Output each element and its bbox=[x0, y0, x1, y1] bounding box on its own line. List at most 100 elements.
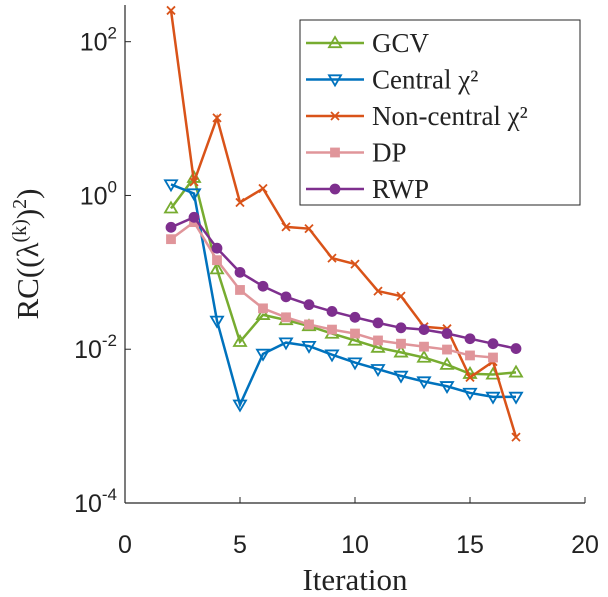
marker bbox=[488, 352, 498, 363]
marker bbox=[330, 147, 340, 158]
legend: GCV Central χ² Non-central χ² DP RWP bbox=[299, 19, 581, 206]
marker bbox=[419, 341, 429, 352]
marker bbox=[281, 312, 291, 323]
x-tick-label: 10 bbox=[341, 531, 369, 559]
marker bbox=[442, 344, 452, 355]
marker bbox=[188, 211, 200, 223]
marker bbox=[211, 242, 223, 254]
marker bbox=[163, 200, 179, 214]
marker bbox=[301, 340, 317, 354]
marker bbox=[349, 311, 361, 323]
marker bbox=[232, 334, 248, 347]
marker bbox=[439, 381, 455, 395]
marker bbox=[258, 303, 268, 314]
marker bbox=[393, 370, 409, 384]
y-tick-exponent: -2 bbox=[102, 331, 117, 350]
x-tick-label: 5 bbox=[233, 531, 247, 559]
marker bbox=[393, 344, 409, 358]
marker bbox=[165, 221, 177, 233]
marker bbox=[462, 387, 478, 401]
marker bbox=[510, 343, 522, 354]
marker bbox=[257, 280, 269, 292]
marker bbox=[350, 259, 360, 269]
legend-label: Non-central χ² bbox=[372, 101, 528, 131]
marker bbox=[441, 328, 453, 339]
marker bbox=[347, 357, 363, 371]
marker bbox=[166, 234, 176, 245]
marker bbox=[212, 113, 222, 123]
y-tick-exponent: 0 bbox=[108, 177, 117, 196]
series-line bbox=[170, 215, 517, 350]
y-label-part: ) bbox=[10, 188, 45, 198]
marker bbox=[327, 74, 343, 88]
marker bbox=[465, 350, 475, 361]
marker bbox=[327, 324, 337, 335]
marker bbox=[350, 328, 360, 339]
y-axis-label: RC((λ(k))2) bbox=[9, 188, 45, 319]
y-tick-base: 10 bbox=[80, 29, 108, 57]
marker bbox=[347, 332, 363, 346]
y-tick-label: 10-4 bbox=[74, 485, 117, 518]
legend-label: Central χ² bbox=[372, 65, 478, 95]
marker bbox=[373, 335, 383, 346]
marker bbox=[212, 255, 222, 266]
x-tick-label: 0 bbox=[118, 531, 132, 559]
y-tick-label: 100 bbox=[80, 177, 117, 210]
y-label-part: RC((λ bbox=[10, 242, 45, 319]
marker bbox=[465, 372, 475, 383]
y-tick-base: 10 bbox=[80, 182, 108, 210]
marker bbox=[278, 337, 294, 351]
marker bbox=[280, 291, 292, 303]
marker bbox=[235, 197, 245, 208]
marker bbox=[255, 307, 271, 320]
marker bbox=[373, 286, 383, 296]
marker bbox=[281, 222, 291, 232]
marker bbox=[186, 188, 202, 202]
marker bbox=[324, 349, 340, 363]
y-label-part: (k) bbox=[9, 219, 31, 242]
y-tick-base: 10 bbox=[74, 336, 102, 364]
marker bbox=[232, 399, 248, 413]
marker bbox=[439, 356, 455, 370]
marker bbox=[464, 333, 476, 345]
marker bbox=[370, 339, 386, 353]
legend-label: DP bbox=[372, 138, 407, 168]
marker bbox=[303, 299, 315, 311]
marker bbox=[418, 324, 430, 336]
marker bbox=[166, 5, 176, 16]
x-tick-label: 20 bbox=[571, 531, 599, 559]
legend-label: GCV bbox=[372, 28, 430, 58]
legend-box bbox=[299, 19, 581, 206]
marker bbox=[304, 319, 314, 330]
marker bbox=[304, 224, 314, 234]
y-tick-base: 10 bbox=[74, 490, 102, 518]
y-label-part: 2 bbox=[9, 199, 31, 209]
marker bbox=[485, 391, 501, 405]
series-line bbox=[170, 183, 516, 409]
marker bbox=[258, 183, 268, 194]
marker bbox=[396, 291, 406, 301]
marker bbox=[416, 349, 432, 363]
marker bbox=[163, 179, 179, 193]
marker bbox=[372, 317, 384, 329]
y-tick-label: 102 bbox=[80, 24, 117, 57]
marker bbox=[416, 376, 432, 390]
series-line bbox=[170, 174, 517, 376]
marker bbox=[235, 285, 245, 295]
marker bbox=[508, 391, 524, 405]
marker bbox=[255, 348, 271, 362]
x-axis-label: Iteration bbox=[302, 562, 408, 597]
y-tick-exponent: -4 bbox=[102, 485, 117, 504]
marker bbox=[511, 432, 521, 442]
legend-label: RWP bbox=[372, 174, 429, 204]
marker bbox=[189, 177, 199, 187]
marker bbox=[330, 111, 340, 121]
marker bbox=[327, 253, 337, 263]
marker bbox=[329, 183, 341, 195]
marker bbox=[395, 322, 407, 334]
y-tick-label: 10-2 bbox=[74, 331, 117, 364]
y-label-part: ) bbox=[10, 209, 45, 219]
marker bbox=[209, 261, 225, 275]
marker bbox=[234, 266, 246, 278]
